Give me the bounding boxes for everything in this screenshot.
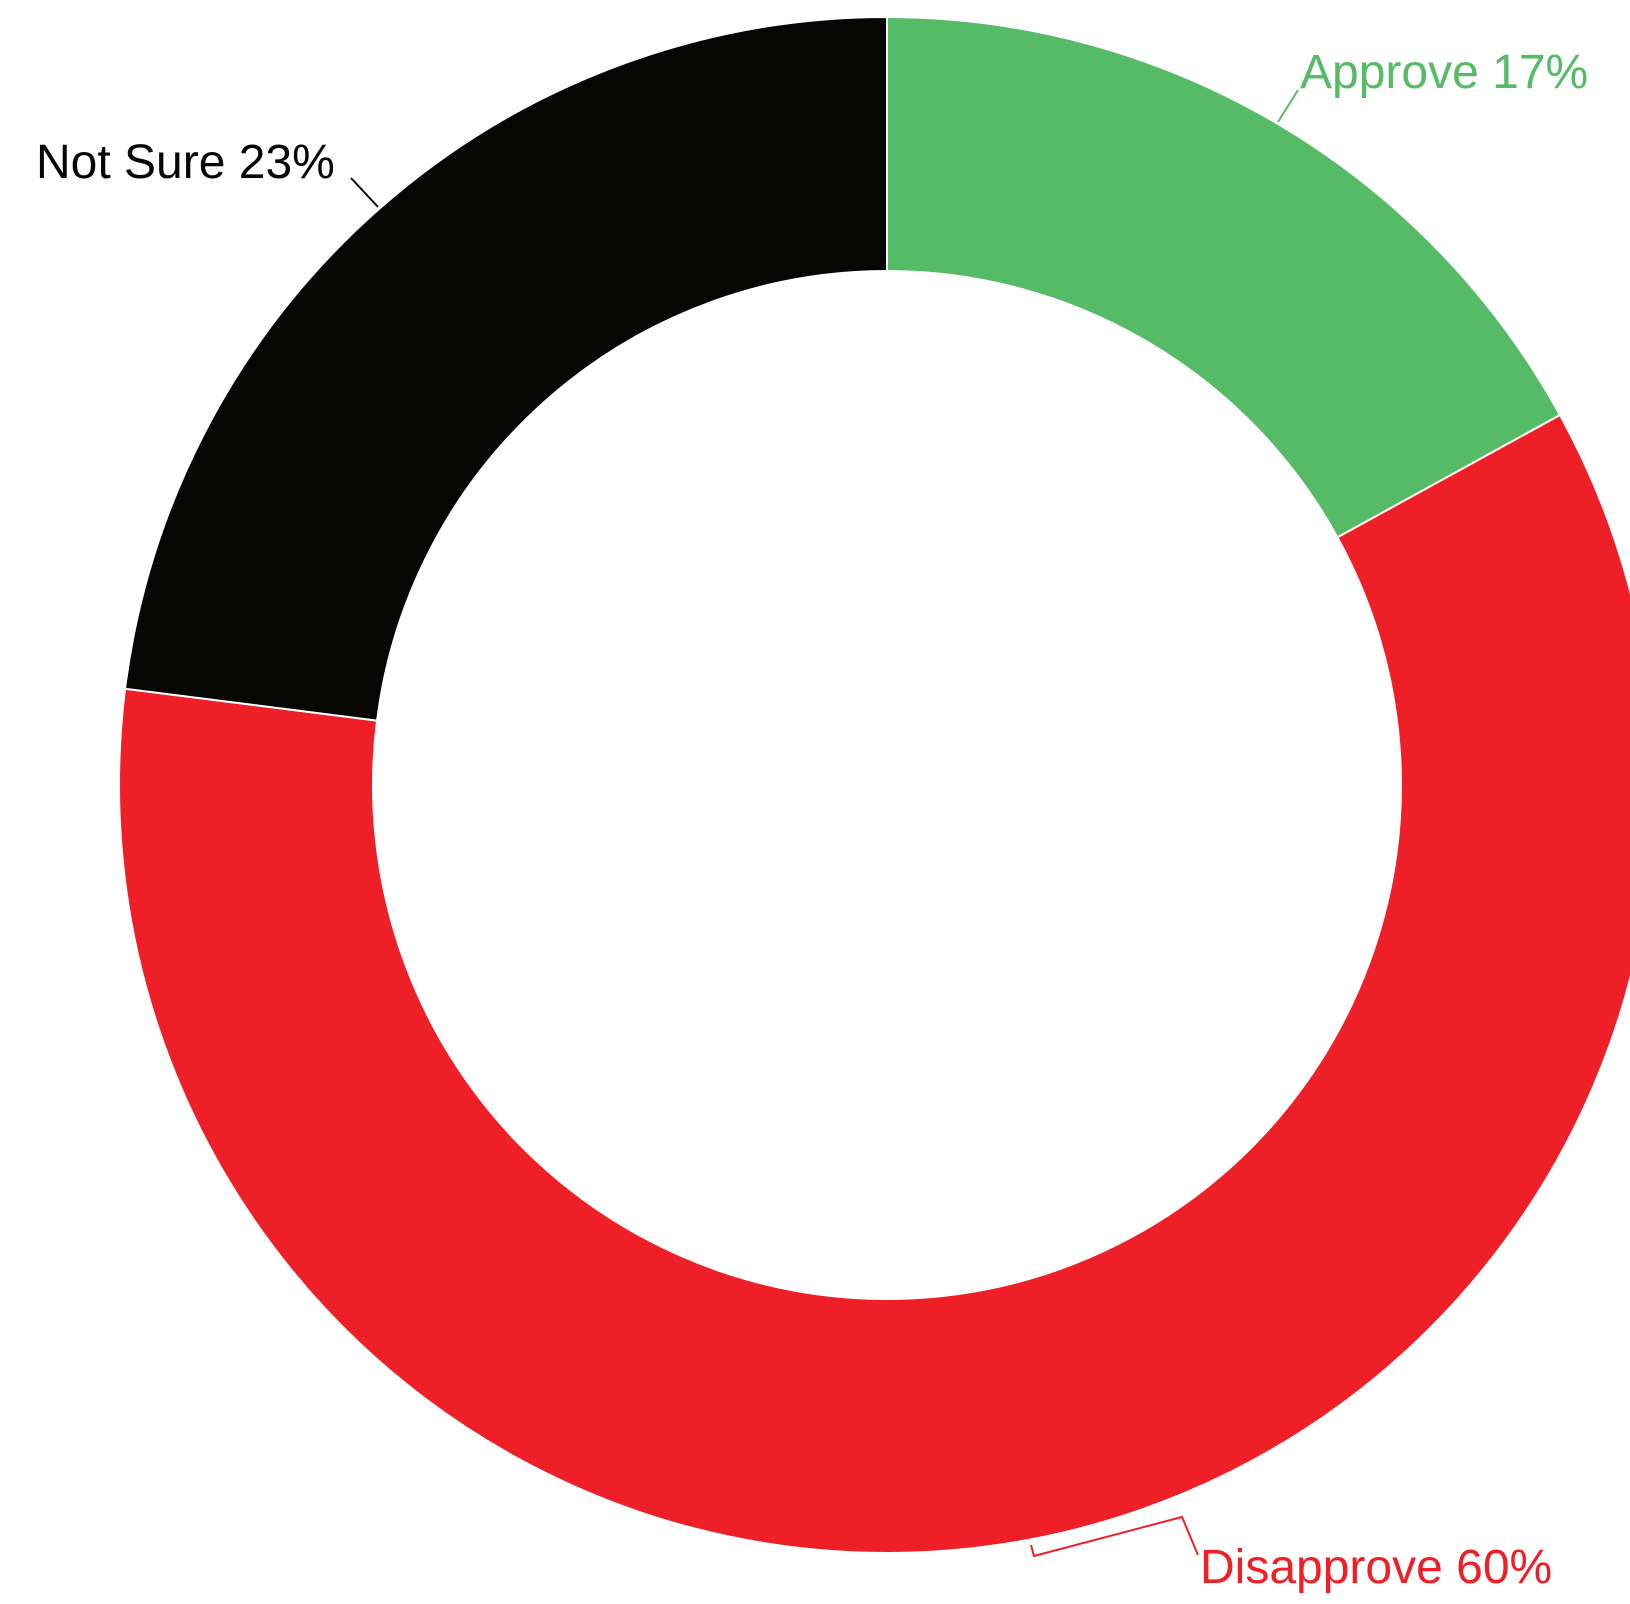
leader-line-disapprove (1030, 1515, 1199, 1558)
data-label-disapprove: Disapprove 60% (1200, 1541, 1552, 1594)
data-label-not-sure: Not Sure 23% (36, 136, 335, 189)
slice-disapprove (118, 413, 1630, 1554)
leader-line-not-sure (350, 177, 379, 208)
leader-line-approve (1277, 89, 1299, 123)
slice-approve (886, 15, 1562, 539)
data-label-approve: Approve 17% (1300, 46, 1588, 99)
slice-not-sure (123, 15, 888, 722)
